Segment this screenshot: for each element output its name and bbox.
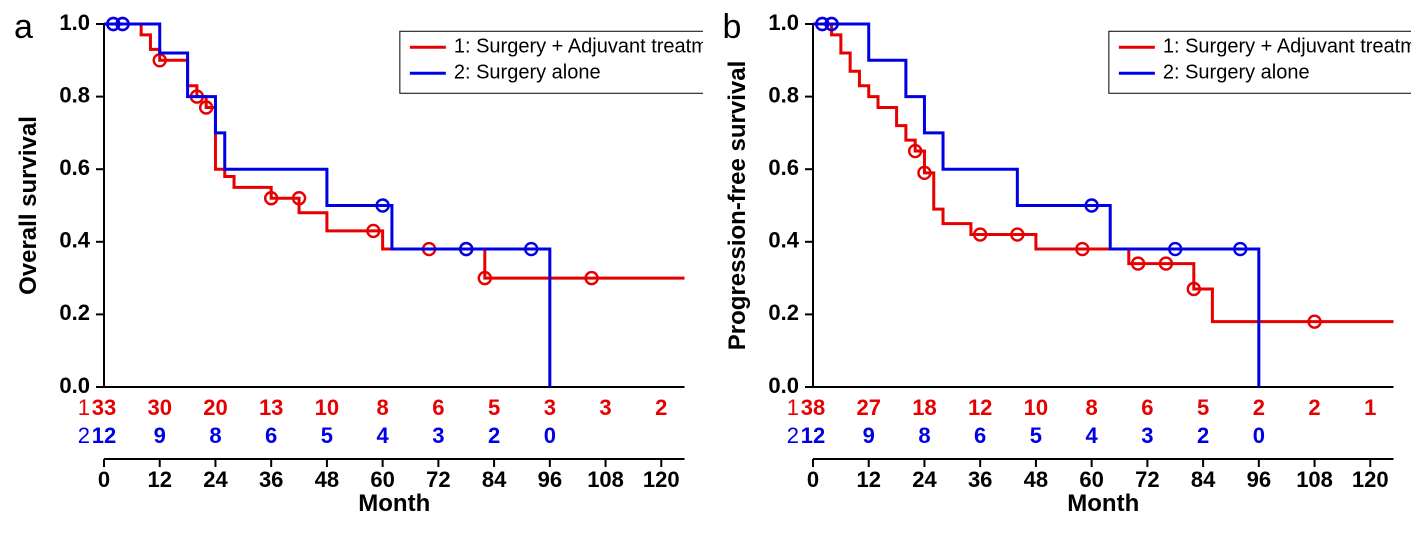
svg-text:4: 4: [1085, 423, 1098, 448]
svg-text:2: 2: [1252, 395, 1264, 420]
svg-text:10: 10: [315, 395, 339, 420]
svg-text:6: 6: [974, 423, 986, 448]
svg-text:0.2: 0.2: [59, 300, 90, 325]
svg-text:30: 30: [147, 395, 171, 420]
svg-text:12: 12: [800, 423, 824, 448]
svg-text:6: 6: [1141, 395, 1153, 420]
svg-text:3: 3: [1141, 423, 1153, 448]
svg-text:38: 38: [800, 395, 824, 420]
svg-text:0: 0: [98, 467, 110, 492]
svg-text:6: 6: [265, 423, 277, 448]
svg-text:120: 120: [1351, 467, 1388, 492]
svg-text:2: 2: [78, 423, 90, 448]
svg-text:2: 2: [1308, 395, 1320, 420]
svg-text:2: 2: [786, 423, 798, 448]
svg-text:60: 60: [370, 467, 394, 492]
svg-text:5: 5: [1196, 395, 1208, 420]
svg-text:33: 33: [92, 395, 116, 420]
svg-text:9: 9: [154, 423, 166, 448]
svg-text:3: 3: [432, 423, 444, 448]
svg-text:8: 8: [377, 395, 389, 420]
svg-text:3: 3: [544, 395, 556, 420]
svg-text:108: 108: [1296, 467, 1333, 492]
panel-letter-a: a: [14, 8, 33, 47]
svg-text:2: 2: [655, 395, 667, 420]
panel-letter-b: b: [723, 8, 742, 47]
svg-text:Month: Month: [1067, 490, 1139, 517]
svg-text:1.0: 1.0: [59, 10, 90, 35]
svg-text:18: 18: [912, 395, 936, 420]
svg-text:0.4: 0.4: [768, 228, 799, 253]
km-svg-a: 0.0 0.2 0.4 0.6 0.8 1.0 Overall survival 1: Sur…: [14, 4, 703, 543]
svg-text:12: 12: [92, 423, 116, 448]
km-svg-b: 0.0 0.2 0.4 0.6 0.8 1.0 Progression-free survi…: [723, 4, 1412, 543]
svg-text:4: 4: [377, 423, 390, 448]
svg-text:8: 8: [1085, 395, 1097, 420]
svg-text:0.8: 0.8: [59, 82, 90, 107]
svg-text:Overall survival: Overall survival: [15, 116, 42, 295]
svg-text:0: 0: [544, 423, 556, 448]
svg-text:0.0: 0.0: [59, 373, 90, 398]
svg-text:108: 108: [587, 467, 624, 492]
svg-text:0.6: 0.6: [59, 155, 90, 180]
svg-text:0.6: 0.6: [768, 155, 799, 180]
svg-text:0.8: 0.8: [768, 82, 799, 107]
svg-text:1: 1: [786, 395, 798, 420]
svg-text:0: 0: [1252, 423, 1264, 448]
svg-text:2: Surgery alone: 2: Surgery alone: [454, 62, 601, 84]
svg-text:Month: Month: [358, 490, 430, 517]
svg-text:8: 8: [918, 423, 930, 448]
svg-text:72: 72: [426, 467, 450, 492]
svg-text:36: 36: [967, 467, 991, 492]
svg-text:120: 120: [643, 467, 680, 492]
svg-text:6: 6: [432, 395, 444, 420]
svg-text:1: Surgery + Adjuvant treatmen: 1: Surgery + Adjuvant treatment: [1162, 36, 1411, 58]
svg-text:9: 9: [862, 423, 874, 448]
svg-text:1: 1: [1364, 395, 1376, 420]
svg-text:0.0: 0.0: [768, 373, 799, 398]
svg-text:1: 1: [78, 395, 90, 420]
svg-text:20: 20: [203, 395, 227, 420]
svg-text:12: 12: [147, 467, 171, 492]
svg-text:1: Surgery + Adjuvant treatmen: 1: Surgery + Adjuvant treatment: [454, 36, 703, 58]
svg-text:13: 13: [259, 395, 283, 420]
svg-text:2: Surgery alone: 2: Surgery alone: [1162, 62, 1309, 84]
svg-text:1.0: 1.0: [768, 10, 799, 35]
svg-text:0: 0: [806, 467, 818, 492]
svg-text:10: 10: [1023, 395, 1047, 420]
svg-text:5: 5: [321, 423, 333, 448]
svg-text:72: 72: [1135, 467, 1159, 492]
svg-text:48: 48: [1023, 467, 1047, 492]
svg-text:48: 48: [315, 467, 339, 492]
svg-text:12: 12: [856, 467, 880, 492]
svg-text:24: 24: [912, 467, 937, 492]
km-figure: a 0.0 0.2 0.4 0.6 0.8 1.0 Overall survival 1: S…: [0, 0, 1417, 547]
svg-text:2: 2: [488, 423, 500, 448]
svg-text:3: 3: [599, 395, 611, 420]
svg-text:96: 96: [538, 467, 562, 492]
svg-text:84: 84: [482, 467, 507, 492]
km-panel-a: a 0.0 0.2 0.4 0.6 0.8 1.0 Overall survival 1: S…: [4, 4, 713, 543]
svg-text:0.2: 0.2: [768, 300, 799, 325]
svg-text:8: 8: [209, 423, 221, 448]
svg-text:96: 96: [1246, 467, 1270, 492]
svg-text:Progression-free survival: Progression-free survival: [724, 61, 751, 350]
km-panel-b: b 0.0 0.2 0.4 0.6 0.8 1.0 Progression-free sur…: [713, 4, 1417, 543]
svg-text:27: 27: [856, 395, 880, 420]
svg-text:2: 2: [1196, 423, 1208, 448]
svg-text:84: 84: [1190, 467, 1215, 492]
svg-text:60: 60: [1079, 467, 1103, 492]
svg-text:0.4: 0.4: [59, 228, 90, 253]
svg-text:5: 5: [1029, 423, 1041, 448]
svg-text:36: 36: [259, 467, 283, 492]
svg-text:12: 12: [967, 395, 991, 420]
svg-text:24: 24: [203, 467, 228, 492]
svg-text:5: 5: [488, 395, 500, 420]
